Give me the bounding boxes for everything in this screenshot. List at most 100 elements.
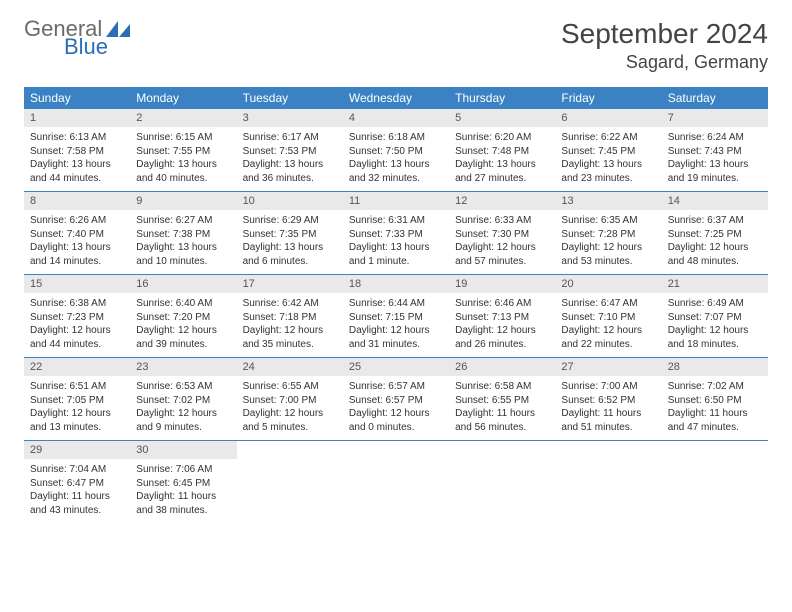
day-header: Sunday [24,87,130,109]
day-cell: 25Sunrise: 6:57 AMSunset: 6:57 PMDayligh… [343,358,449,440]
sunrise-line: Sunrise: 6:51 AM [30,380,124,394]
daylight2-line: and 36 minutes. [243,172,337,186]
sunset-line: Sunset: 7:07 PM [668,311,762,325]
daylight2-line: and 53 minutes. [561,255,655,269]
sunrise-line: Sunrise: 6:29 AM [243,214,337,228]
day-cell: 3Sunrise: 6:17 AMSunset: 7:53 PMDaylight… [237,109,343,191]
day-header: Wednesday [343,87,449,109]
day-body: Sunrise: 6:51 AMSunset: 7:05 PMDaylight:… [24,376,130,434]
day-number: 16 [130,275,236,293]
calendar: Sunday Monday Tuesday Wednesday Thursday… [24,87,768,523]
week-row: 1Sunrise: 6:13 AMSunset: 7:58 PMDaylight… [24,109,768,192]
sunset-line: Sunset: 6:57 PM [349,394,443,408]
sunrise-line: Sunrise: 6:17 AM [243,131,337,145]
day-cell: 22Sunrise: 6:51 AMSunset: 7:05 PMDayligh… [24,358,130,440]
day-number: 2 [130,109,236,127]
day-number: 17 [237,275,343,293]
day-number: 3 [237,109,343,127]
day-cell: 10Sunrise: 6:29 AMSunset: 7:35 PMDayligh… [237,192,343,274]
day-number: 13 [555,192,661,210]
day-body: Sunrise: 6:58 AMSunset: 6:55 PMDaylight:… [449,376,555,434]
daylight2-line: and 43 minutes. [30,504,124,518]
day-number: 26 [449,358,555,376]
day-number: 21 [662,275,768,293]
week-row: 29Sunrise: 7:04 AMSunset: 6:47 PMDayligh… [24,441,768,523]
day-body: Sunrise: 6:26 AMSunset: 7:40 PMDaylight:… [24,210,130,268]
daylight1-line: Daylight: 12 hours [243,407,337,421]
daylight2-line: and 22 minutes. [561,338,655,352]
daylight2-line: and 10 minutes. [136,255,230,269]
daylight1-line: Daylight: 12 hours [668,324,762,338]
day-body: Sunrise: 6:18 AMSunset: 7:50 PMDaylight:… [343,127,449,185]
day-body: Sunrise: 6:20 AMSunset: 7:48 PMDaylight:… [449,127,555,185]
sunset-line: Sunset: 6:52 PM [561,394,655,408]
logo-sail-icon [106,21,130,37]
daylight2-line: and 39 minutes. [136,338,230,352]
daylight2-line: and 57 minutes. [455,255,549,269]
day-number: 24 [237,358,343,376]
daylight2-line: and 51 minutes. [561,421,655,435]
day-body: Sunrise: 6:27 AMSunset: 7:38 PMDaylight:… [130,210,236,268]
day-cell: 19Sunrise: 6:46 AMSunset: 7:13 PMDayligh… [449,275,555,357]
day-number: 12 [449,192,555,210]
daylight1-line: Daylight: 12 hours [455,241,549,255]
day-cell [555,441,661,523]
day-body: Sunrise: 6:31 AMSunset: 7:33 PMDaylight:… [343,210,449,268]
sunset-line: Sunset: 6:47 PM [30,477,124,491]
day-cell: 8Sunrise: 6:26 AMSunset: 7:40 PMDaylight… [24,192,130,274]
sunset-line: Sunset: 6:45 PM [136,477,230,491]
day-body: Sunrise: 6:33 AMSunset: 7:30 PMDaylight:… [449,210,555,268]
daylight1-line: Daylight: 11 hours [30,490,124,504]
sunset-line: Sunset: 7:40 PM [30,228,124,242]
sunrise-line: Sunrise: 6:26 AM [30,214,124,228]
daylight2-line: and 27 minutes. [455,172,549,186]
day-cell: 17Sunrise: 6:42 AMSunset: 7:18 PMDayligh… [237,275,343,357]
day-cell [343,441,449,523]
daylight2-line: and 19 minutes. [668,172,762,186]
day-number: 14 [662,192,768,210]
sunrise-line: Sunrise: 7:04 AM [30,463,124,477]
sunset-line: Sunset: 7:18 PM [243,311,337,325]
day-cell [237,441,343,523]
daylight2-line: and 44 minutes. [30,172,124,186]
sunrise-line: Sunrise: 6:22 AM [561,131,655,145]
day-number: 23 [130,358,236,376]
day-body: Sunrise: 6:53 AMSunset: 7:02 PMDaylight:… [130,376,236,434]
day-number: 7 [662,109,768,127]
day-cell: 11Sunrise: 6:31 AMSunset: 7:33 PMDayligh… [343,192,449,274]
daylight2-line: and 32 minutes. [349,172,443,186]
daylight2-line: and 48 minutes. [668,255,762,269]
month-title: September 2024 [561,18,768,50]
day-number: 25 [343,358,449,376]
sunset-line: Sunset: 7:48 PM [455,145,549,159]
sunrise-line: Sunrise: 6:31 AM [349,214,443,228]
day-body: Sunrise: 6:47 AMSunset: 7:10 PMDaylight:… [555,293,661,351]
sunrise-line: Sunrise: 6:40 AM [136,297,230,311]
sunrise-line: Sunrise: 6:55 AM [243,380,337,394]
day-number: 15 [24,275,130,293]
day-body: Sunrise: 6:22 AMSunset: 7:45 PMDaylight:… [555,127,661,185]
week-row: 22Sunrise: 6:51 AMSunset: 7:05 PMDayligh… [24,358,768,441]
day-number: 19 [449,275,555,293]
day-cell: 27Sunrise: 7:00 AMSunset: 6:52 PMDayligh… [555,358,661,440]
sunrise-line: Sunrise: 6:35 AM [561,214,655,228]
day-body: Sunrise: 6:17 AMSunset: 7:53 PMDaylight:… [237,127,343,185]
day-cell: 21Sunrise: 6:49 AMSunset: 7:07 PMDayligh… [662,275,768,357]
daylight1-line: Daylight: 13 hours [561,158,655,172]
day-body: Sunrise: 7:06 AMSunset: 6:45 PMDaylight:… [130,459,236,517]
day-cell: 29Sunrise: 7:04 AMSunset: 6:47 PMDayligh… [24,441,130,523]
daylight1-line: Daylight: 13 hours [243,241,337,255]
day-number: 1 [24,109,130,127]
day-body: Sunrise: 7:00 AMSunset: 6:52 PMDaylight:… [555,376,661,434]
daylight1-line: Daylight: 11 hours [668,407,762,421]
day-body: Sunrise: 6:37 AMSunset: 7:25 PMDaylight:… [662,210,768,268]
day-cell: 7Sunrise: 6:24 AMSunset: 7:43 PMDaylight… [662,109,768,191]
day-number: 9 [130,192,236,210]
week-row: 8Sunrise: 6:26 AMSunset: 7:40 PMDaylight… [24,192,768,275]
daylight1-line: Daylight: 13 hours [455,158,549,172]
daylight1-line: Daylight: 12 hours [455,324,549,338]
sunset-line: Sunset: 7:38 PM [136,228,230,242]
sunset-line: Sunset: 7:58 PM [30,145,124,159]
day-cell: 15Sunrise: 6:38 AMSunset: 7:23 PMDayligh… [24,275,130,357]
day-header: Thursday [449,87,555,109]
